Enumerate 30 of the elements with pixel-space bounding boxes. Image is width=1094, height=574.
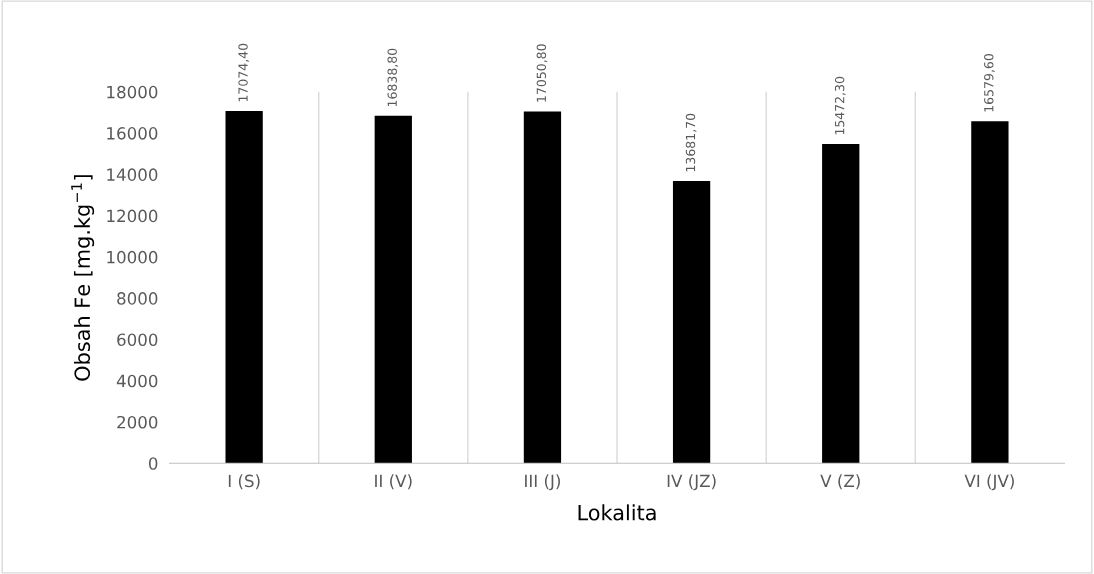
bar [971, 121, 1009, 464]
x-tick-label: IV (JZ) [667, 474, 716, 491]
y-tick-label: 6000 [117, 333, 158, 346]
y-tick-label: 0 [148, 457, 158, 470]
bar [374, 115, 412, 464]
x-tick-label: V (Z) [820, 474, 860, 490]
x-axis-title: Lokalita [578, 504, 656, 521]
bar [672, 180, 711, 464]
x-tick-label: III (J) [525, 474, 560, 491]
data-label: 13681,70 [685, 113, 697, 172]
y-axis-title: Obsah Fe [mg.kg$^{−1}$] [71, 175, 95, 381]
x-tick-label: VI (JV) [964, 474, 1014, 491]
y-tick-label: 2000 [117, 415, 158, 429]
data-label: 16838,80 [387, 48, 399, 107]
x-tick-label: I (S) [228, 474, 260, 490]
y-tick-label: 16000 [107, 127, 158, 140]
bar [822, 143, 860, 464]
y-tick-label: 10000 [107, 250, 158, 264]
data-label: 17050,80 [536, 44, 548, 102]
bar [523, 111, 562, 464]
y-tick-label: 18000 [107, 85, 158, 99]
y-tick-label: 8000 [117, 292, 158, 305]
bar [225, 110, 263, 464]
x-tick-label: II (V) [375, 474, 412, 490]
y-tick-label: 14000 [107, 168, 158, 181]
y-tick-label: 4000 [116, 374, 158, 388]
data-label: 15472,30 [834, 76, 846, 135]
data-label: 16579,60 [984, 54, 995, 112]
data-label: 17074,40 [238, 43, 250, 102]
y-tick-label: 12000 [107, 209, 158, 223]
